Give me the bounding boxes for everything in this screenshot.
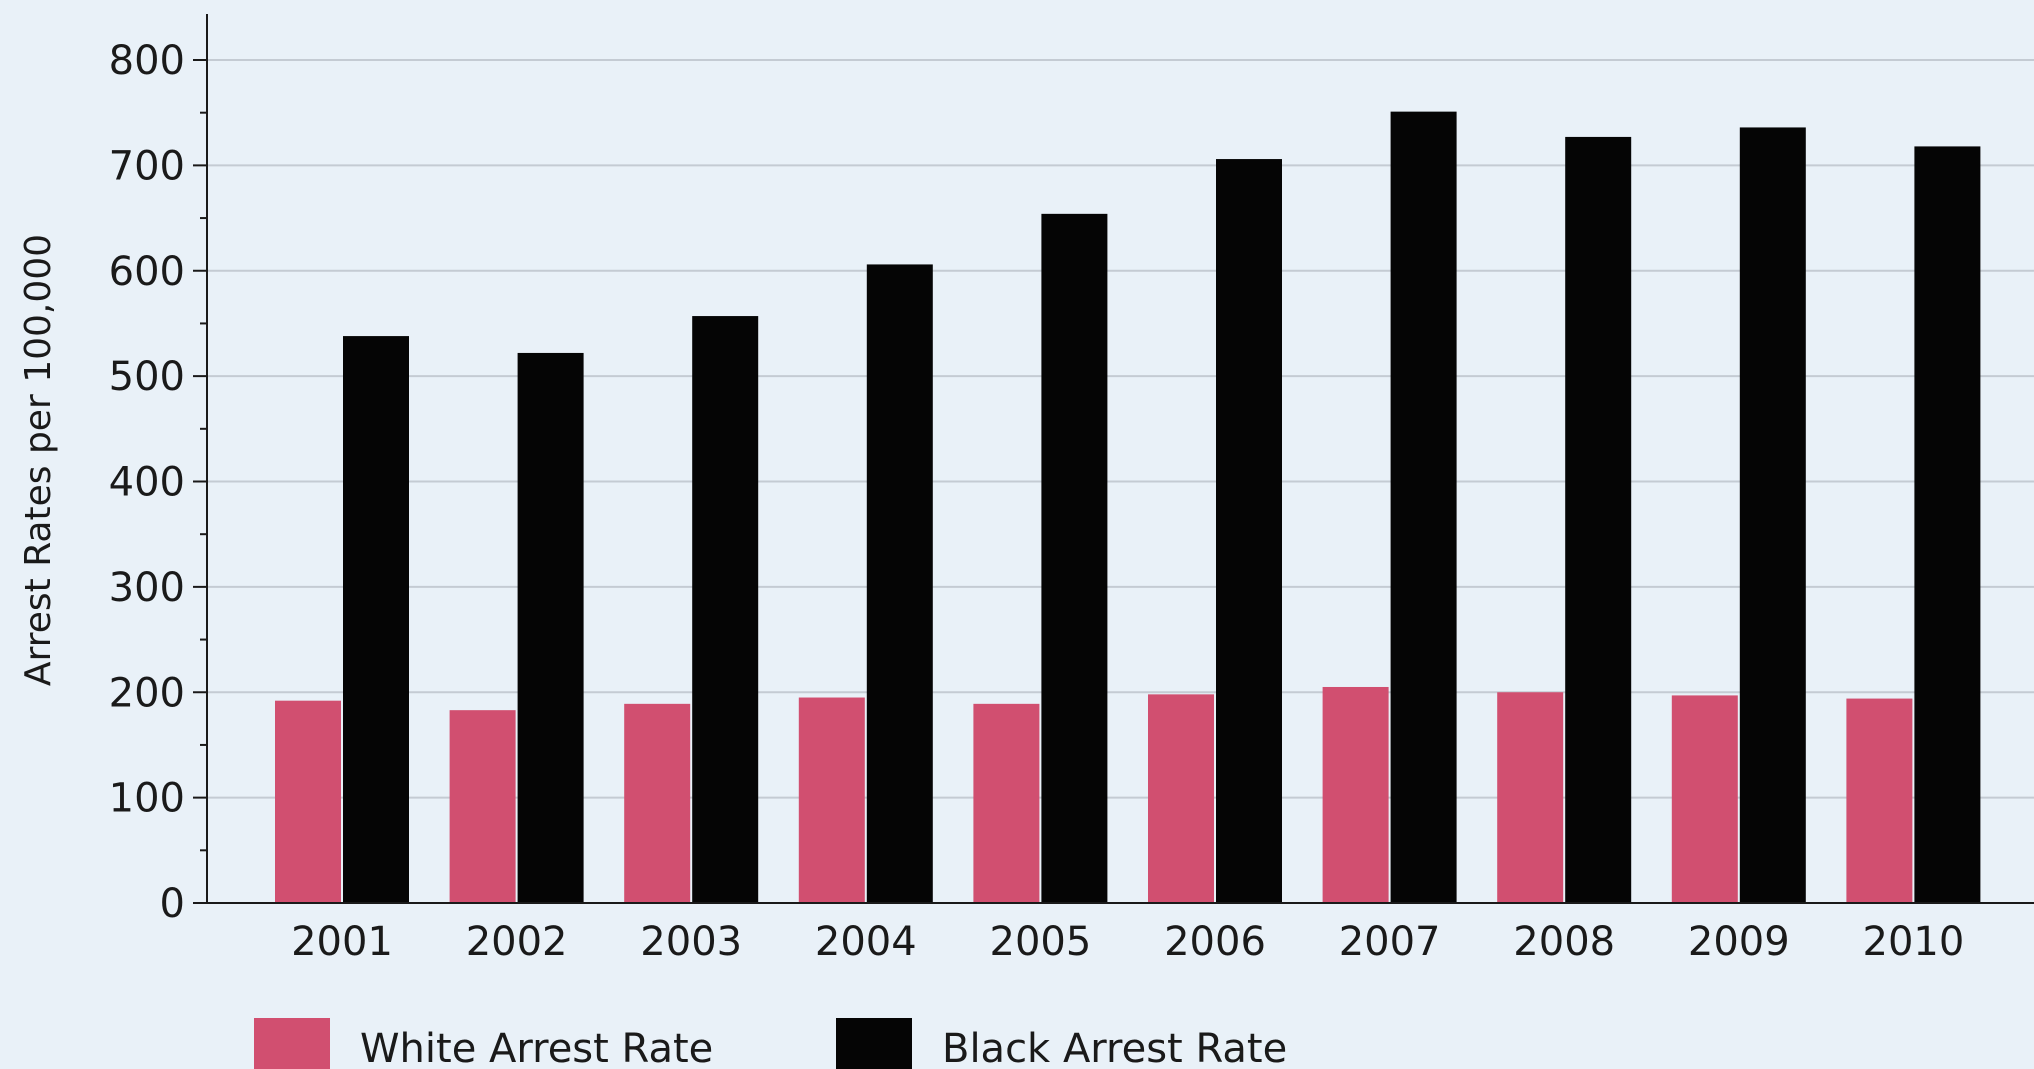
bar-black-2003 [692, 316, 759, 903]
x-tick-label: 2010 [1863, 919, 1965, 965]
x-tick-label: 2003 [640, 919, 742, 965]
y-tick-label: 600 [109, 249, 185, 295]
bar-black-2007 [1390, 111, 1457, 904]
x-tick-label: 2008 [1513, 919, 1615, 965]
bar-white-2009 [1671, 695, 1738, 903]
bar-black-2001 [343, 336, 409, 903]
x-tick-label: 2005 [990, 919, 1092, 965]
legend-label-white: White Arrest Rate [360, 1026, 713, 1069]
legend-swatch-white [254, 1018, 330, 1069]
bar-black-2004 [866, 264, 933, 903]
bar-white-2002 [449, 710, 516, 903]
x-tick-label: 2006 [1164, 919, 1266, 965]
bar-white-2010 [1846, 698, 1913, 903]
bar-black-2010 [1914, 146, 1981, 904]
x-tick-label: 2002 [466, 919, 568, 965]
y-axis-title: Arrest Rates per 100,000 [18, 234, 59, 686]
bar-white-2006 [1148, 694, 1214, 903]
legend: White Arrest Rate Black Arrest Rate [254, 1018, 1287, 1069]
bar-white-2004 [798, 697, 865, 903]
y-tick-label: 200 [109, 670, 185, 716]
grid-lines [207, 59, 2034, 799]
bar-black-2002 [517, 352, 584, 903]
bar-white-2003 [624, 703, 691, 903]
bar-black-2009 [1739, 127, 1806, 903]
x-tick-label: 2004 [815, 919, 917, 965]
bar-white-2005 [973, 703, 1040, 903]
bar-white-2007 [1322, 686, 1389, 903]
bar-white-2001 [275, 700, 341, 903]
x-axis-tick-labels: 2001 2002 2003 2004 2005 2006 2007 2008 2009 2010 [291, 919, 1964, 965]
bars [275, 111, 1981, 904]
bar-black-2005 [1041, 213, 1108, 903]
y-tick-label: 800 [109, 38, 185, 84]
y-tick-label: 400 [109, 460, 185, 506]
legend-swatch-black [836, 1018, 912, 1069]
y-axis-ticks: 0 100 200 300 400 500 600 700 800 [109, 38, 207, 927]
y-tick-label: 300 [109, 565, 185, 611]
y-tick-label: 100 [109, 776, 185, 822]
y-tick-label: 0 [160, 881, 185, 927]
x-tick-label: 2009 [1688, 919, 1790, 965]
x-tick-label: 2001 [291, 919, 393, 965]
y-tick-label: 700 [109, 143, 185, 189]
bar-black-2008 [1565, 136, 1632, 903]
x-tick-label: 2007 [1339, 919, 1441, 965]
bar-white-2008 [1497, 692, 1564, 903]
y-tick-label: 500 [109, 354, 185, 400]
legend-label-black: Black Arrest Rate [942, 1026, 1287, 1069]
bar-black-2006 [1216, 159, 1282, 904]
